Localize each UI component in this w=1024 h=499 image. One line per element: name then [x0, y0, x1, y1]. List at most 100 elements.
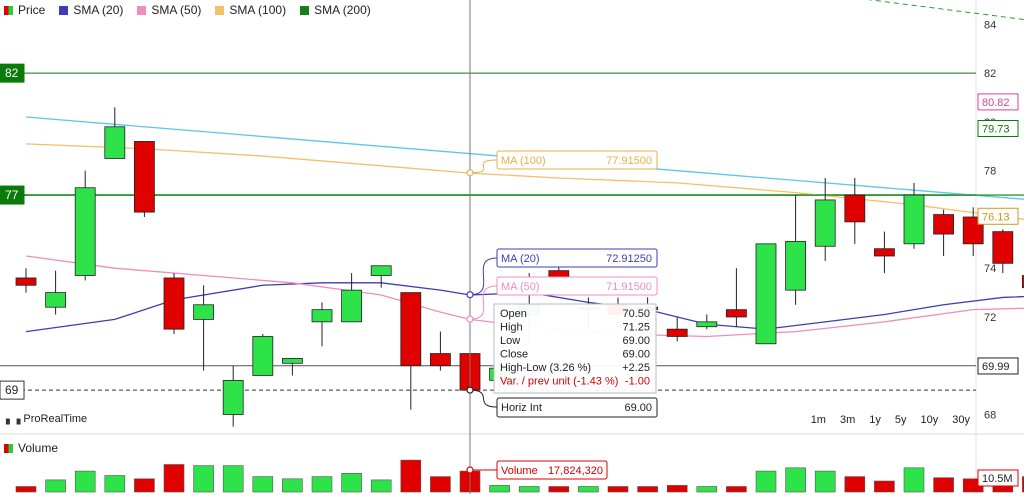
- period-button-5y[interactable]: 5y: [890, 412, 911, 428]
- volume-bar: [1022, 476, 1024, 493]
- legend-item-sma200[interactable]: SMA (200): [300, 3, 371, 17]
- candle: [814, 177, 836, 261]
- price-tag-label: 69.99: [982, 361, 1010, 373]
- price-tag-label: 80.82: [982, 97, 1010, 109]
- chart-legend: Price SMA (20) SMA (50) SMA (100) SMA (2…: [4, 2, 371, 18]
- y-tick-label: 72: [984, 312, 996, 324]
- candle: [370, 265, 392, 288]
- candle-body: [104, 126, 126, 159]
- period-button-1y[interactable]: 1y: [865, 412, 885, 428]
- volume-bar: [578, 486, 599, 493]
- volume-legend[interactable]: Volume: [4, 441, 58, 455]
- candle: [252, 334, 274, 376]
- price-tag: [977, 119, 1019, 137]
- candle: [163, 273, 185, 335]
- ohlc-row-label: High-Low (3.26 %): [500, 362, 591, 374]
- legend-item-sma20[interactable]: SMA (20): [59, 3, 123, 17]
- volume-bar: [666, 485, 688, 493]
- ma-tooltip-value: 71.91500: [606, 281, 652, 293]
- candle-body: [844, 194, 866, 223]
- volume-swatch-icon: [4, 443, 13, 453]
- candle-body: [341, 289, 363, 323]
- candle: [785, 195, 806, 305]
- volume-bar: [15, 486, 37, 493]
- volume-bar: [311, 476, 333, 493]
- tooltip-connector: [469, 257, 498, 296]
- candle-body: [874, 248, 895, 257]
- candle: [755, 243, 777, 345]
- price-tag: [977, 207, 1019, 225]
- volume-tag: [977, 469, 1019, 487]
- horiz-tooltip: [496, 397, 658, 418]
- volume-bar: [193, 465, 214, 493]
- candle-body: [281, 358, 303, 364]
- ohlc-row-label: Var. / prev unit (-1.43 %): [500, 376, 618, 388]
- candle-body: [785, 240, 806, 291]
- volume-bar: [696, 486, 718, 493]
- y-tick-label: 74: [984, 263, 996, 275]
- candle-body: [726, 309, 747, 318]
- candle-body: [252, 336, 274, 376]
- ma-tooltip-value: 72.91250: [606, 253, 652, 265]
- ohlc-row-label: Open: [500, 308, 527, 320]
- volume-bar: [341, 472, 362, 493]
- candle-body: [74, 187, 96, 276]
- candle: [222, 365, 244, 427]
- volume-tooltip-label: Volume: [501, 465, 538, 477]
- sma200-swatch-icon: [300, 5, 310, 15]
- volume-bar: [104, 475, 126, 493]
- candle: [726, 268, 747, 327]
- candle-body: [666, 328, 688, 337]
- candle: [844, 177, 866, 244]
- legend-item-sma50[interactable]: SMA (50): [137, 3, 201, 17]
- ma-tooltip: [496, 150, 658, 170]
- period-button-10y[interactable]: 10y: [916, 412, 943, 428]
- candle: [45, 270, 66, 315]
- volume-bar: [903, 467, 925, 493]
- crosshair-marker: [466, 315, 474, 323]
- crosshair-marker: [466, 291, 474, 299]
- sma100-swatch-icon: [215, 5, 225, 15]
- volume-bar: [134, 478, 155, 493]
- period-button-30y[interactable]: 30y: [948, 412, 974, 428]
- volume-tag-label: 10.5M: [982, 473, 1013, 485]
- legend-item-sma100[interactable]: SMA (100): [215, 3, 286, 17]
- ma-tooltip-name: MA (100): [501, 155, 546, 167]
- volume-bar: [518, 486, 540, 493]
- horiz-connector: [469, 389, 498, 408]
- legend-item-price[interactable]: Price: [4, 3, 45, 17]
- period-button-1m[interactable]: 1m: [806, 412, 830, 428]
- period-button-3m[interactable]: 3m: [835, 412, 860, 428]
- brand-watermark: ▖▗ ProRealTime: [6, 413, 87, 425]
- candle-body: [814, 199, 836, 247]
- candle-body: [1022, 275, 1024, 289]
- candle-body: [222, 379, 244, 415]
- y-tick-label: 82: [984, 68, 996, 80]
- candle: [874, 231, 895, 274]
- level-tag: [0, 63, 25, 83]
- candle-body: [429, 353, 451, 367]
- price-tag-label: 76.13: [982, 211, 1010, 223]
- candle: [696, 314, 718, 330]
- candle-body: [311, 309, 333, 323]
- volume-bar: [814, 470, 836, 493]
- candle: [193, 285, 215, 371]
- period-selector: 1m 3m 1y 5y 10y 30y: [806, 412, 974, 428]
- candle: [281, 358, 303, 376]
- level-tag-label: 69: [5, 383, 19, 397]
- ohlc-row-value: 69.00: [622, 335, 650, 347]
- legend-label: SMA (20): [73, 3, 124, 17]
- sma50-swatch-icon: [137, 5, 147, 15]
- candle: [341, 273, 363, 323]
- candle: [74, 170, 96, 281]
- candle: [903, 182, 925, 249]
- ma-tooltip-name: MA (50): [501, 281, 540, 293]
- ohlc-row-label: High: [500, 322, 523, 334]
- level-tag: [0, 185, 25, 205]
- y-tick-label: 68: [984, 409, 996, 421]
- candle-body: [755, 243, 777, 345]
- ohlc-row-label: Low: [500, 335, 520, 347]
- volume-bar: [933, 477, 954, 493]
